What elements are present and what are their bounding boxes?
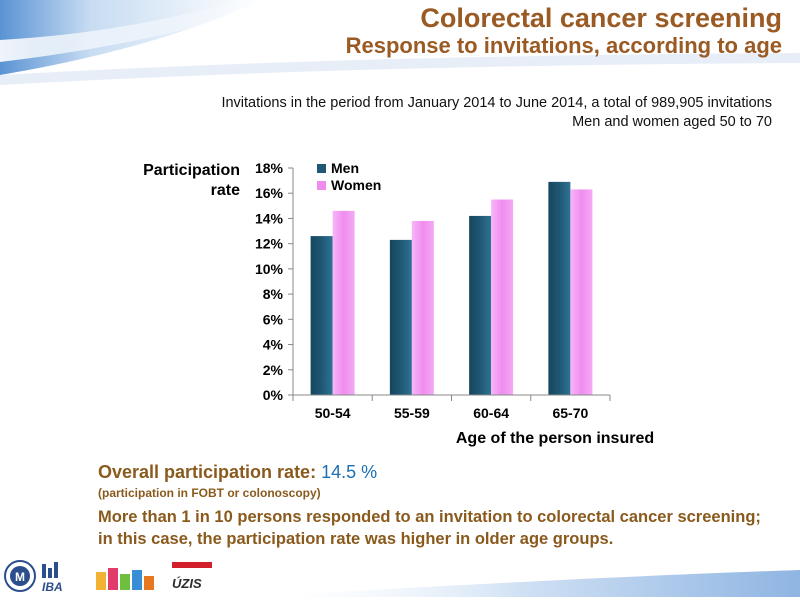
bars <box>310 181 593 395</box>
legend-swatch-men <box>317 164 326 173</box>
bar-men-50-54 <box>310 236 333 395</box>
university-seal-logo: M <box>4 560 36 592</box>
footer-logos: M IBA ÚZIS <box>0 558 230 597</box>
bar-men-65-70 <box>548 181 571 395</box>
bar-women-65-70 <box>570 189 593 395</box>
x-axis-ticks: 50-54 55-59 60-64 65-70 <box>292 395 611 421</box>
bar-women-50-54 <box>332 210 355 395</box>
legend-swatch-women <box>317 181 326 190</box>
iba-logo-text: IBA <box>42 580 63 594</box>
x-tick-label: 60-64 <box>473 405 509 421</box>
y-tick-label: 4% <box>263 337 284 353</box>
y-tick-label: 16% <box>255 185 284 201</box>
slide-title: Colorectal cancer screening <box>420 3 782 33</box>
header-decoration <box>0 0 800 90</box>
invitation-info-line-2: Men and women aged 50 to 70 <box>572 114 772 130</box>
svg-text:M: M <box>15 570 25 584</box>
participation-bar-chart: Participation rate 0% 2% 4% 6% 8% 10% 12% 14% 16… <box>143 160 654 447</box>
slide-title-block: Colorectal cancer screening Response to … <box>345 3 782 59</box>
invitation-info: Invitations in the period from January 2… <box>221 94 772 132</box>
y-axis-label-line-1: Participation <box>143 162 240 179</box>
participation-note: (participation in FOBT or colonoscopy) <box>98 486 321 500</box>
y-tick-label: 14% <box>255 210 284 226</box>
y-tick-label: 2% <box>263 362 284 378</box>
x-tick-label: 50-54 <box>315 405 351 421</box>
legend-label-men: Men <box>331 160 359 176</box>
bar-men-60-64 <box>469 215 492 395</box>
overall-rate-label: Overall participation rate: <box>98 462 317 482</box>
invitation-info-line-1: Invitations in the period from January 2… <box>221 95 772 111</box>
uzis-logo: ÚZIS <box>172 562 212 591</box>
conclusion-text: More than 1 in 10 persons responded to a… <box>98 508 761 548</box>
y-tick-label: 6% <box>263 311 284 327</box>
bar-men-55-59 <box>389 239 412 395</box>
legend-label-women: Women <box>331 177 381 193</box>
y-axis-ticks: 0% 2% 4% 6% 8% 10% 12% 14% 16% 18% <box>255 160 293 403</box>
partner-colorful-logo <box>96 568 154 590</box>
slide-subtitle: Response to invitations, according to ag… <box>345 33 782 59</box>
iba-logo: IBA <box>42 562 63 594</box>
footer-decoration <box>250 570 800 597</box>
y-tick-label: 12% <box>255 236 284 252</box>
x-axis-label: Age of the person insured <box>456 430 654 447</box>
bar-women-55-59 <box>411 220 434 395</box>
uzis-logo-text: ÚZIS <box>172 576 202 591</box>
overall-rate-line: Overall participation rate: 14.5 % <box>98 462 778 483</box>
overall-rate-value: 14.5 % <box>321 462 378 482</box>
summary-block: Overall participation rate: 14.5 % (part… <box>98 462 778 550</box>
y-tick-label: 18% <box>255 160 284 176</box>
x-tick-label: 65-70 <box>552 405 588 421</box>
y-tick-label: 8% <box>263 286 284 302</box>
y-tick-label: 10% <box>255 261 284 277</box>
y-axis-label-line-2: rate <box>211 182 240 199</box>
x-tick-label: 55-59 <box>394 405 430 421</box>
bar-women-60-64 <box>491 199 514 395</box>
y-tick-label: 0% <box>263 387 284 403</box>
